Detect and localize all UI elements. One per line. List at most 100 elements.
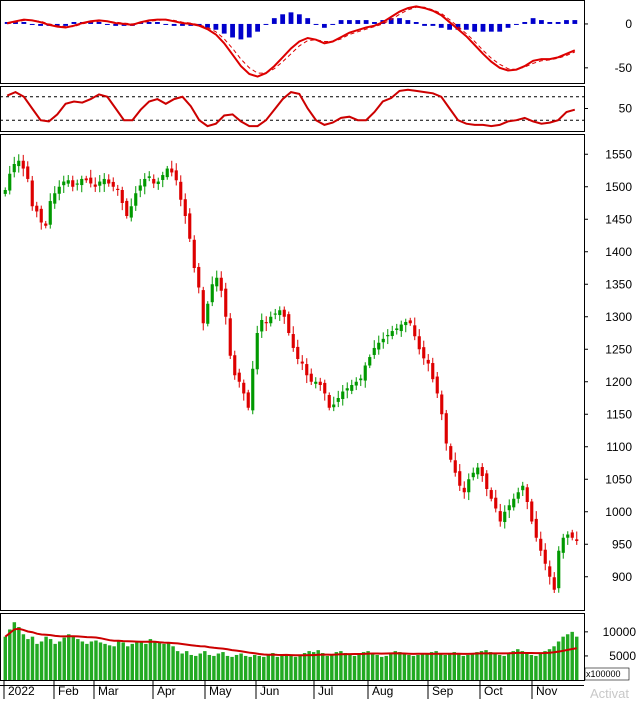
price-tick-label: 1150 xyxy=(606,407,632,421)
macd-histogram-bar xyxy=(480,23,486,32)
volume-tick-label: 5000 xyxy=(609,649,636,663)
volume-bar xyxy=(552,646,556,680)
volume-bar xyxy=(116,640,121,680)
price-tick-label: 1200 xyxy=(605,375,632,389)
macd-histogram-bar xyxy=(413,22,419,24)
volume-bar xyxy=(234,654,239,680)
candle-body xyxy=(399,324,403,332)
candle-body xyxy=(359,378,363,381)
candle-body xyxy=(489,490,493,499)
candle-body xyxy=(197,266,201,288)
volume-bar xyxy=(67,634,71,680)
macd-histogram-bar xyxy=(38,23,43,26)
panel-frames xyxy=(0,0,585,686)
volume-bar xyxy=(157,642,162,680)
macd-histogram-bar xyxy=(405,20,411,24)
volume-bar xyxy=(398,652,402,680)
candle-body xyxy=(291,334,295,348)
volume-bar xyxy=(379,656,384,680)
volume-bar xyxy=(130,643,134,680)
macd-histogram-bar xyxy=(472,23,478,32)
candle-body xyxy=(125,200,129,216)
macd-histogram-bar xyxy=(146,22,152,24)
candle-body xyxy=(305,364,309,376)
macd-histogram-bar xyxy=(422,23,427,26)
candle-body xyxy=(264,322,268,324)
volume-bar xyxy=(180,653,184,680)
candle-body xyxy=(170,168,174,173)
candle-body xyxy=(255,333,259,370)
volume-bar xyxy=(361,652,366,680)
volume-bar xyxy=(3,636,7,680)
volume-bar xyxy=(311,652,316,680)
volume-bar xyxy=(153,641,157,680)
volume-bar xyxy=(556,641,561,680)
candle-body xyxy=(161,175,165,180)
volume-bar xyxy=(275,656,280,680)
candle-body xyxy=(557,550,561,589)
candle-body xyxy=(237,372,241,382)
oscillator-tick-label: 50 xyxy=(619,102,633,116)
macd-histogram-bar xyxy=(155,22,160,24)
candle-body xyxy=(417,336,421,350)
volume-bar xyxy=(529,654,534,680)
candle-body xyxy=(390,331,394,336)
candle-body xyxy=(453,460,457,473)
macd-histogram-bar xyxy=(171,23,177,26)
volume-bar xyxy=(266,654,271,680)
candle-body xyxy=(318,381,322,385)
volume-bar xyxy=(221,652,225,680)
candle-body xyxy=(120,190,124,203)
volume-bar xyxy=(194,655,198,680)
volume-bar xyxy=(316,650,320,680)
volume-bar xyxy=(257,655,261,680)
volume-bar xyxy=(30,636,35,680)
volume-bar xyxy=(402,654,407,680)
macd-histogram-bar xyxy=(221,23,227,34)
candle-body xyxy=(386,334,390,337)
macd-histogram-bar xyxy=(397,18,402,24)
volume-bar xyxy=(248,656,252,680)
month-label: Nov xyxy=(536,684,557,698)
volume-bar xyxy=(443,654,447,680)
volume-bar xyxy=(35,643,39,680)
macd-histogram-bar xyxy=(213,23,219,30)
volume-bar xyxy=(565,634,570,680)
volume-bar xyxy=(506,653,511,680)
volume-bar xyxy=(461,655,466,680)
volume-bar xyxy=(26,639,30,680)
volume-bar xyxy=(384,655,388,680)
volume-bar xyxy=(325,655,330,680)
volume-bar xyxy=(411,655,416,680)
volume-bar xyxy=(57,641,62,680)
candle-body xyxy=(525,487,529,502)
month-label: Sep xyxy=(432,684,454,698)
volume-bar xyxy=(302,653,307,680)
volume-bar xyxy=(366,651,370,680)
macd-histogram-bar xyxy=(238,23,244,40)
candle-body xyxy=(48,201,52,225)
candle-body xyxy=(224,288,228,317)
candle-body xyxy=(327,395,331,408)
volume-bar xyxy=(348,654,352,680)
volume-bar xyxy=(520,651,525,680)
candle-body xyxy=(12,164,16,173)
candle-body xyxy=(395,328,399,331)
candle-body xyxy=(147,176,151,178)
price-tick-label: 950 xyxy=(612,537,632,551)
candle-body xyxy=(449,446,453,460)
candle-body xyxy=(314,381,318,384)
macd-tick-label: 0 xyxy=(625,17,632,31)
macd-histogram-bar xyxy=(113,23,119,26)
oscillator-panel xyxy=(0,88,584,128)
price-tick-label: 1100 xyxy=(606,440,632,454)
macd-histogram-bar xyxy=(63,23,69,26)
macd-histogram-bar xyxy=(96,22,102,24)
price-tick-label: 1550 xyxy=(605,147,632,161)
candle-body xyxy=(21,160,25,169)
candle-body xyxy=(372,347,376,355)
candle-body xyxy=(458,471,462,486)
volume-bar xyxy=(321,653,325,680)
month-label: Jul xyxy=(318,684,333,698)
candle-body xyxy=(53,193,57,204)
